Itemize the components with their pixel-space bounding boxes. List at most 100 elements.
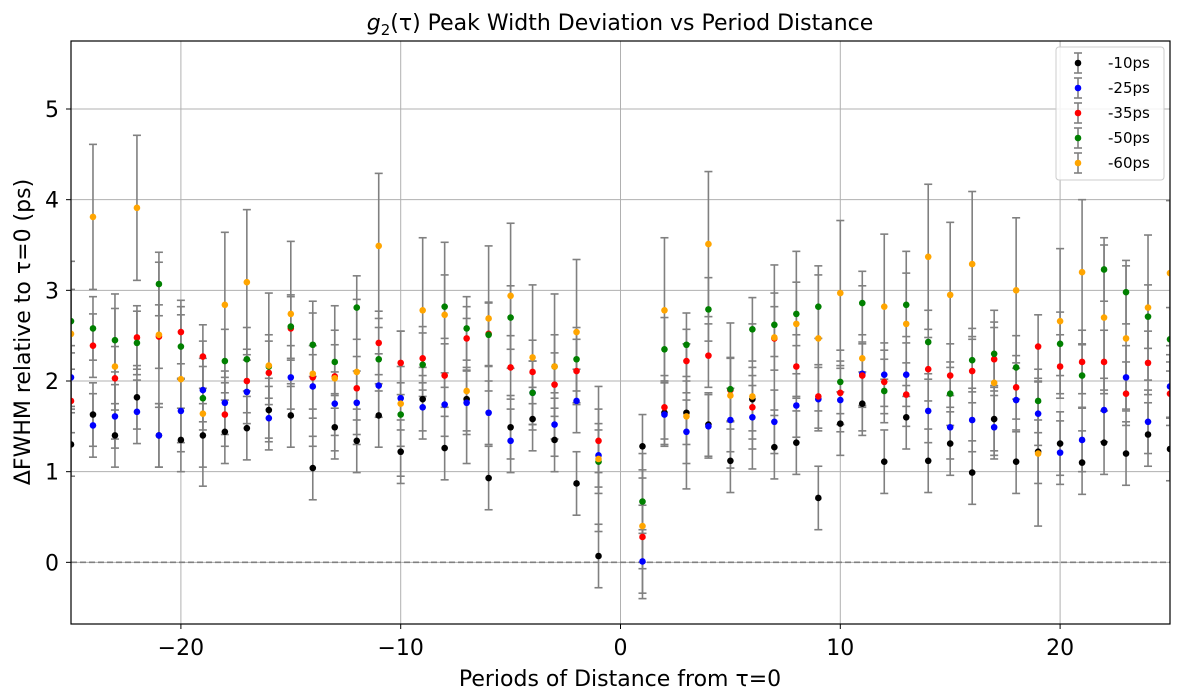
point-series-5 <box>837 289 844 297</box>
point-series-5 <box>573 328 580 336</box>
point-series-1 <box>177 436 185 444</box>
point-series-3 <box>1166 390 1170 398</box>
point-series-2 <box>287 374 295 381</box>
point-series-4 <box>749 326 756 333</box>
x-tick-label: 20 <box>1046 636 1074 661</box>
point-series-5 <box>243 278 251 286</box>
point-series-5 <box>71 330 75 338</box>
point-series-2 <box>309 383 317 390</box>
point-series-3 <box>573 367 580 375</box>
point-series-5 <box>177 375 185 383</box>
point-series-3 <box>902 391 910 398</box>
point-series-2 <box>705 423 712 430</box>
point-series-2 <box>199 386 207 394</box>
point-series-1 <box>837 420 844 427</box>
point-series-1 <box>397 448 405 456</box>
point-series-2 <box>749 413 756 421</box>
chart-title-argument: (τ) <box>390 11 420 36</box>
point-series-3 <box>1056 363 1064 370</box>
point-series-2 <box>221 399 229 407</box>
x-axis-ticks: −20 −10 0 10 20 <box>158 624 1074 661</box>
point-series-2 <box>1144 418 1152 426</box>
point-series-1 <box>639 442 646 450</box>
point-series-4 <box>924 338 932 346</box>
point-series-3 <box>661 404 668 411</box>
point-series-5 <box>111 363 119 370</box>
point-series-5 <box>595 455 602 463</box>
point-series-1 <box>573 480 580 487</box>
y-axis-label: ΔFWHM relative to τ=0 (ps) <box>11 179 36 485</box>
point-series-2 <box>683 428 690 436</box>
point-series-4 <box>331 358 339 366</box>
point-series-1 <box>727 457 734 465</box>
point-series-4 <box>507 314 514 321</box>
legend-marker <box>1074 134 1082 142</box>
point-series-4 <box>397 411 405 418</box>
point-series-2 <box>551 421 558 428</box>
point-series-5 <box>1166 269 1170 277</box>
point-series-5 <box>749 393 756 400</box>
point-series-3 <box>551 381 558 388</box>
point-series-2 <box>1122 374 1130 381</box>
point-series-4 <box>287 323 295 330</box>
legend-marker <box>1074 84 1082 92</box>
y-tick-label: 5 <box>45 98 59 123</box>
point-series-2 <box>639 558 646 565</box>
point-series-4 <box>639 498 646 505</box>
point-series-3 <box>683 357 690 365</box>
point-series-3 <box>419 355 426 362</box>
point-series-2 <box>771 418 778 426</box>
point-series-5 <box>133 204 141 212</box>
point-series-5 <box>265 362 273 369</box>
point-series-4 <box>529 389 536 397</box>
point-series-2 <box>880 371 888 378</box>
point-series-3 <box>1012 384 1020 391</box>
point-series-2 <box>397 394 405 402</box>
point-series-3 <box>793 363 800 370</box>
point-series-5 <box>375 242 383 250</box>
point-series-2 <box>837 396 844 404</box>
point-series-2 <box>727 416 734 424</box>
point-series-3 <box>397 359 405 367</box>
point-series-4 <box>243 355 251 363</box>
point-series-4 <box>133 339 141 347</box>
point-series-5 <box>353 368 361 376</box>
point-series-5 <box>1144 304 1152 311</box>
point-series-5 <box>551 363 558 370</box>
point-series-2 <box>441 401 448 408</box>
point-series-3 <box>111 374 119 382</box>
point-series-2 <box>924 407 932 415</box>
point-series-5 <box>880 303 888 310</box>
x-tick-label: −10 <box>377 636 423 661</box>
point-series-4 <box>902 301 910 309</box>
legend-marker <box>1074 109 1082 117</box>
point-series-3 <box>1034 343 1042 350</box>
point-series-2 <box>946 423 954 431</box>
point-series-5 <box>331 374 339 382</box>
point-series-2 <box>71 374 75 381</box>
point-series-5 <box>815 335 822 342</box>
point-series-5 <box>683 413 690 420</box>
point-series-1 <box>946 440 954 447</box>
point-series-3 <box>243 377 251 385</box>
point-series-4 <box>89 325 97 332</box>
point-series-1 <box>815 494 822 502</box>
point-series-1 <box>89 411 97 418</box>
point-series-4 <box>771 321 778 329</box>
point-series-3 <box>507 364 514 371</box>
point-series-5 <box>221 301 229 309</box>
point-series-5 <box>1012 287 1020 294</box>
point-series-1 <box>1144 431 1152 438</box>
point-series-5 <box>705 240 712 248</box>
point-series-1 <box>1122 450 1130 457</box>
point-series-4 <box>990 350 998 358</box>
point-series-1 <box>1166 445 1170 453</box>
point-series-4 <box>375 355 383 363</box>
y-tick-label: 2 <box>45 370 59 395</box>
point-series-1 <box>858 400 866 407</box>
point-series-4 <box>1100 266 1108 273</box>
point-series-2 <box>375 382 383 389</box>
point-series-5 <box>1034 450 1042 457</box>
point-series-5 <box>89 213 97 221</box>
legend-label: -35ps <box>1108 104 1150 122</box>
